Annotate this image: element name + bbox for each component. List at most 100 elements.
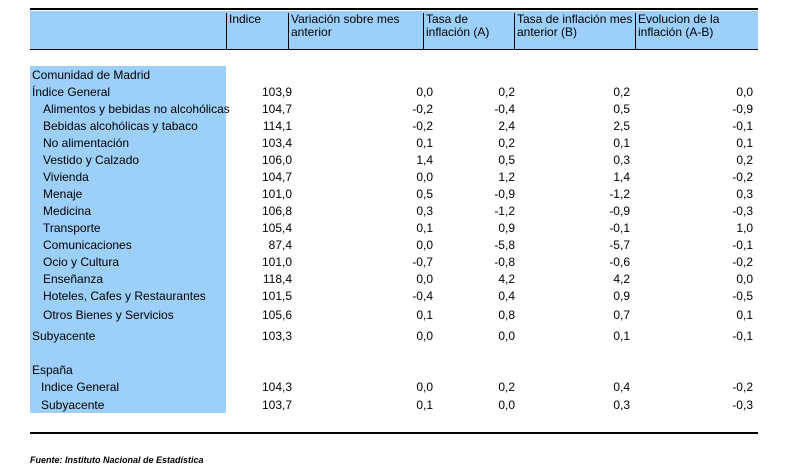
row-label: Indice General — [41, 380, 120, 394]
cell-tasa-anterior: 0,3 — [613, 398, 630, 412]
cell-evolucion: -0,3 — [732, 398, 753, 412]
table-row: Otros Bienes y Servicios 105,6 0,1 0,8 0… — [30, 307, 758, 324]
table-row: Comunicaciones 87,4 0,0 -5,8 -5,7 -0,1 — [30, 237, 758, 254]
cell-indice: 104,7 — [261, 170, 292, 184]
cell-evolucion: -0,1 — [732, 329, 753, 343]
header-tasa: Tasa de inflación (A) — [423, 13, 514, 49]
cell-indice: 103,7 — [261, 398, 292, 412]
row-label: Vestido y Calzado — [43, 153, 140, 167]
table-row: Bebidas alcohólicas y tabaco 114,1 -0,2 … — [30, 118, 758, 135]
cell-indice: 101,0 — [261, 255, 292, 269]
row-label: Vivienda — [43, 170, 89, 184]
table-row: Medicina 106,8 0,3 -1,2 -0,9 -0,3 — [30, 203, 758, 220]
cell-tasa-anterior: -1,2 — [609, 187, 630, 201]
cell-variacion: 0,1 — [416, 398, 433, 412]
table-row: Transporte 105,4 0,1 0,9 -0,1 1,0 — [30, 220, 758, 237]
cell-tasa: 2,4 — [498, 119, 515, 133]
table-row: Alimentos y bebidas no alcohólicas 104,7… — [30, 101, 758, 118]
cell-tasa: 0,8 — [498, 308, 515, 322]
cell-tasa: 0,9 — [498, 221, 515, 235]
table-row: Hoteles, Cafes y Restaurantes 101,5 -0,4… — [30, 288, 758, 305]
cell-tasa-anterior: 1,4 — [613, 170, 630, 184]
cell-variacion: -0,7 — [412, 255, 433, 269]
header-tasa-anterior: Tasa de inflación mes anterior (B) — [514, 13, 635, 49]
row-label: Menaje — [43, 187, 83, 201]
row-label: No alimentación — [43, 136, 130, 150]
section-label: Comunidad de Madrid — [32, 68, 151, 82]
cell-evolucion: -0,1 — [732, 119, 753, 133]
cell-indice: 114,1 — [262, 119, 292, 133]
row-label: Transporte — [43, 221, 101, 235]
cell-tasa: 0,2 — [498, 136, 515, 150]
cell-indice: 118,4 — [262, 272, 292, 286]
table-bottom-rule — [30, 432, 758, 434]
cell-variacion: -0,2 — [412, 102, 433, 116]
row-label: Medicina — [43, 204, 92, 218]
cell-variacion: 0,0 — [416, 85, 433, 99]
cell-evolucion: -0,1 — [732, 238, 753, 252]
cell-evolucion: 1,0 — [736, 221, 753, 235]
table-row: Menaje 101,0 0,5 -0,9 -1,2 0,3 — [30, 186, 758, 203]
cell-tasa: 1,2 — [498, 170, 515, 184]
section-label: España — [32, 363, 73, 377]
table-row: Subyacente 103,3 0,0 0,0 0,1 -0,1 — [30, 328, 758, 345]
cell-indice: 104,7 — [261, 102, 292, 116]
cell-indice: 103,9 — [261, 85, 292, 99]
table-header: Indice Variación sobre mes anterior Tasa… — [30, 11, 758, 50]
table-row: Vestido y Calzado 106,0 1,4 0,5 0,3 0,2 — [30, 152, 758, 169]
cell-evolucion: 0,1 — [736, 136, 753, 150]
cell-indice: 105,4 — [261, 221, 292, 235]
row-label: Alimentos y bebidas no alcohólicas — [43, 102, 230, 116]
section-title-espana: España — [30, 362, 758, 379]
table-row: Ocio y Cultura 101,0 -0,7 -0,8 -0,6 -0,2 — [30, 254, 758, 271]
cell-tasa: 0,0 — [498, 329, 515, 343]
cell-indice: 103,3 — [261, 329, 292, 343]
cell-variacion: -0,4 — [412, 289, 433, 303]
cell-variacion: 0,0 — [416, 238, 433, 252]
table-row: Enseñanza 118,4 0,0 4,2 4,2 0,0 — [30, 271, 758, 288]
cell-variacion: 0,5 — [416, 187, 433, 201]
table-top-rule — [30, 8, 758, 10]
cell-tasa: 4,2 — [498, 272, 515, 286]
cell-variacion: 0,1 — [416, 308, 433, 322]
cell-tasa: 0,5 — [498, 153, 515, 167]
table-row: Vivienda 104,7 0,0 1,2 1,4 -0,2 — [30, 169, 758, 186]
header-indice: Indice — [226, 13, 288, 49]
row-label: Subyacente — [32, 329, 96, 343]
cell-evolucion: -0,5 — [732, 289, 753, 303]
cell-tasa: -5,8 — [494, 238, 515, 252]
cell-indice: 104,3 — [261, 380, 292, 394]
cell-variacion: 0,0 — [416, 272, 433, 286]
header-evolucion: Evolucion de la inflación (A-B) — [635, 13, 758, 49]
cell-tasa: 0,0 — [498, 398, 515, 412]
row-label: Otros Bienes y Servicios — [43, 308, 174, 322]
cell-variacion: 0,3 — [416, 204, 433, 218]
cell-tasa-anterior: 0,2 — [613, 85, 630, 99]
cell-evolucion: -0,2 — [732, 380, 753, 394]
cell-tasa-anterior: 0,7 — [613, 308, 630, 322]
row-label: Bebidas alcohólicas y tabaco — [43, 119, 198, 133]
cell-indice: 103,4 — [261, 136, 292, 150]
cell-evolucion: 0,0 — [736, 272, 753, 286]
cell-variacion: 1,4 — [416, 153, 433, 167]
cell-tasa-anterior: 0,9 — [613, 289, 630, 303]
row-label: Índice General — [32, 85, 111, 99]
cell-tasa: 0,2 — [498, 85, 515, 99]
cell-tasa-anterior: -0,6 — [609, 255, 630, 269]
cell-indice: 101,0 — [261, 187, 292, 201]
cell-tasa-anterior: 0,4 — [613, 380, 630, 394]
cell-variacion: 0,0 — [416, 380, 433, 394]
table-row: No alimentación 103,4 0,1 0,2 0,1 0,1 — [30, 135, 758, 152]
row-label: Comunicaciones — [43, 238, 132, 252]
cell-variacion: 0,1 — [416, 136, 433, 150]
source-note: Fuente: Instituto Nacional de Estadístic… — [30, 455, 204, 465]
cell-tasa: 0,2 — [498, 380, 515, 394]
cell-tasa-anterior: -0,9 — [609, 204, 630, 218]
cell-tasa-anterior: 4,2 — [613, 272, 630, 286]
cell-evolucion: 0,3 — [736, 187, 753, 201]
cell-tasa-anterior: 0,1 — [613, 329, 630, 343]
cell-variacion: 0,1 — [416, 221, 433, 235]
cell-evolucion: 0,1 — [736, 308, 753, 322]
cell-tasa: -1,2 — [494, 204, 515, 218]
cell-tasa-anterior: -0,1 — [609, 221, 630, 235]
